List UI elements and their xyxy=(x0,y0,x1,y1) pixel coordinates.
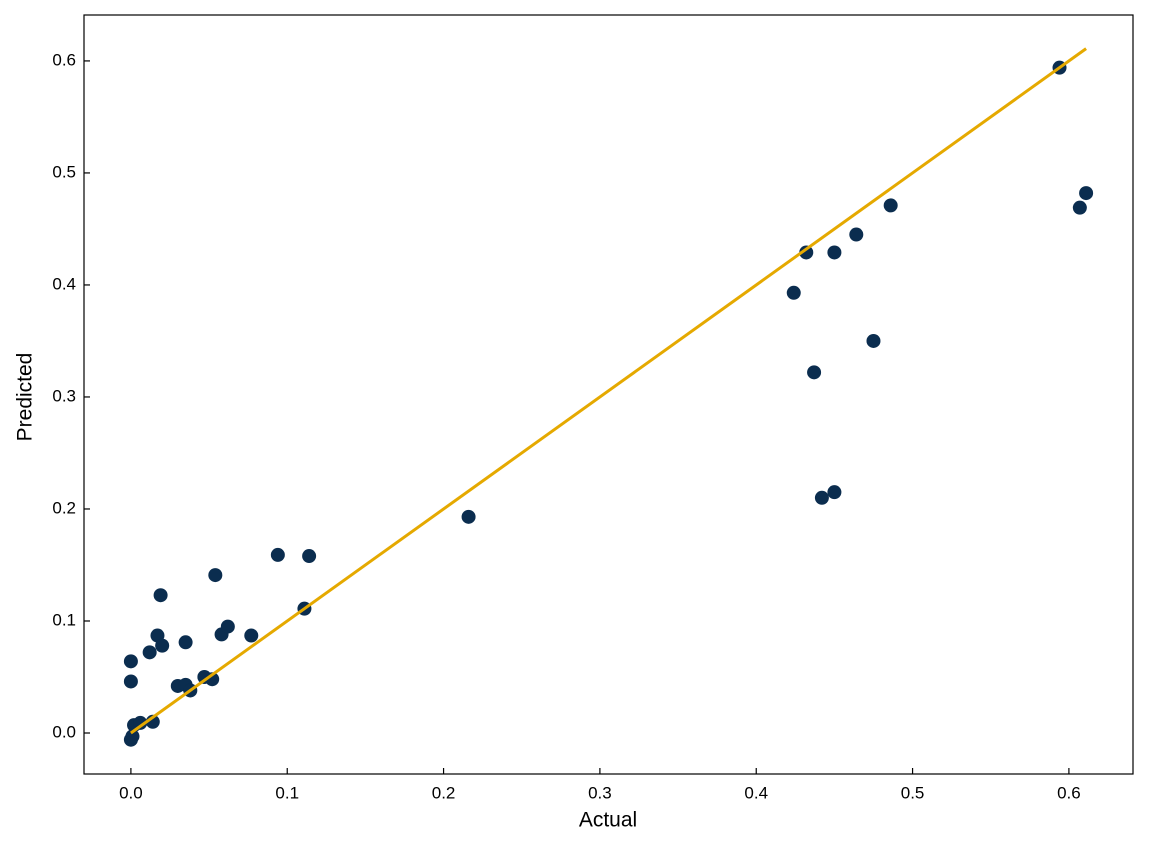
point xyxy=(827,245,842,260)
point xyxy=(1072,200,1087,215)
point xyxy=(807,365,822,380)
x-tick-label: 0.0 xyxy=(119,783,143,802)
point xyxy=(125,729,140,744)
point xyxy=(123,674,138,689)
x-tick-label: 0.5 xyxy=(901,783,925,802)
point xyxy=(208,568,223,583)
point xyxy=(133,715,148,730)
x-tick-label: 0.2 xyxy=(432,783,456,802)
y-tick-label: 0.4 xyxy=(52,274,76,293)
point xyxy=(799,245,814,260)
x-tick-label: 0.4 xyxy=(744,783,768,802)
point xyxy=(849,227,864,242)
point xyxy=(123,654,138,669)
point xyxy=(1079,186,1094,201)
point xyxy=(142,645,157,660)
y-tick-label: 0.2 xyxy=(52,498,76,517)
point xyxy=(814,490,829,505)
point xyxy=(786,285,801,300)
point xyxy=(827,485,842,500)
point xyxy=(153,588,168,603)
y-tick-label: 0.5 xyxy=(52,162,76,181)
plot-frame xyxy=(83,14,1134,775)
point xyxy=(883,198,898,213)
x-tick-label: 0.3 xyxy=(588,783,612,802)
point xyxy=(270,547,285,562)
point xyxy=(461,509,476,524)
point xyxy=(178,635,193,650)
point xyxy=(244,628,259,643)
point xyxy=(866,333,881,348)
x-axis-title: Actual xyxy=(579,809,637,832)
point xyxy=(155,638,170,653)
y-tick-label: 0.3 xyxy=(52,386,76,405)
x-tick-label: 0.1 xyxy=(275,783,299,802)
point xyxy=(220,619,235,634)
y-tick-label: 0.1 xyxy=(52,610,76,629)
y-tick-label: 0.0 xyxy=(52,722,76,741)
x-tick-label: 0.6 xyxy=(1057,783,1081,802)
fit-line xyxy=(130,47,1087,735)
point xyxy=(302,549,317,564)
y-tick-label: 0.6 xyxy=(52,50,76,69)
y-axis-title: Predicted xyxy=(14,353,37,442)
